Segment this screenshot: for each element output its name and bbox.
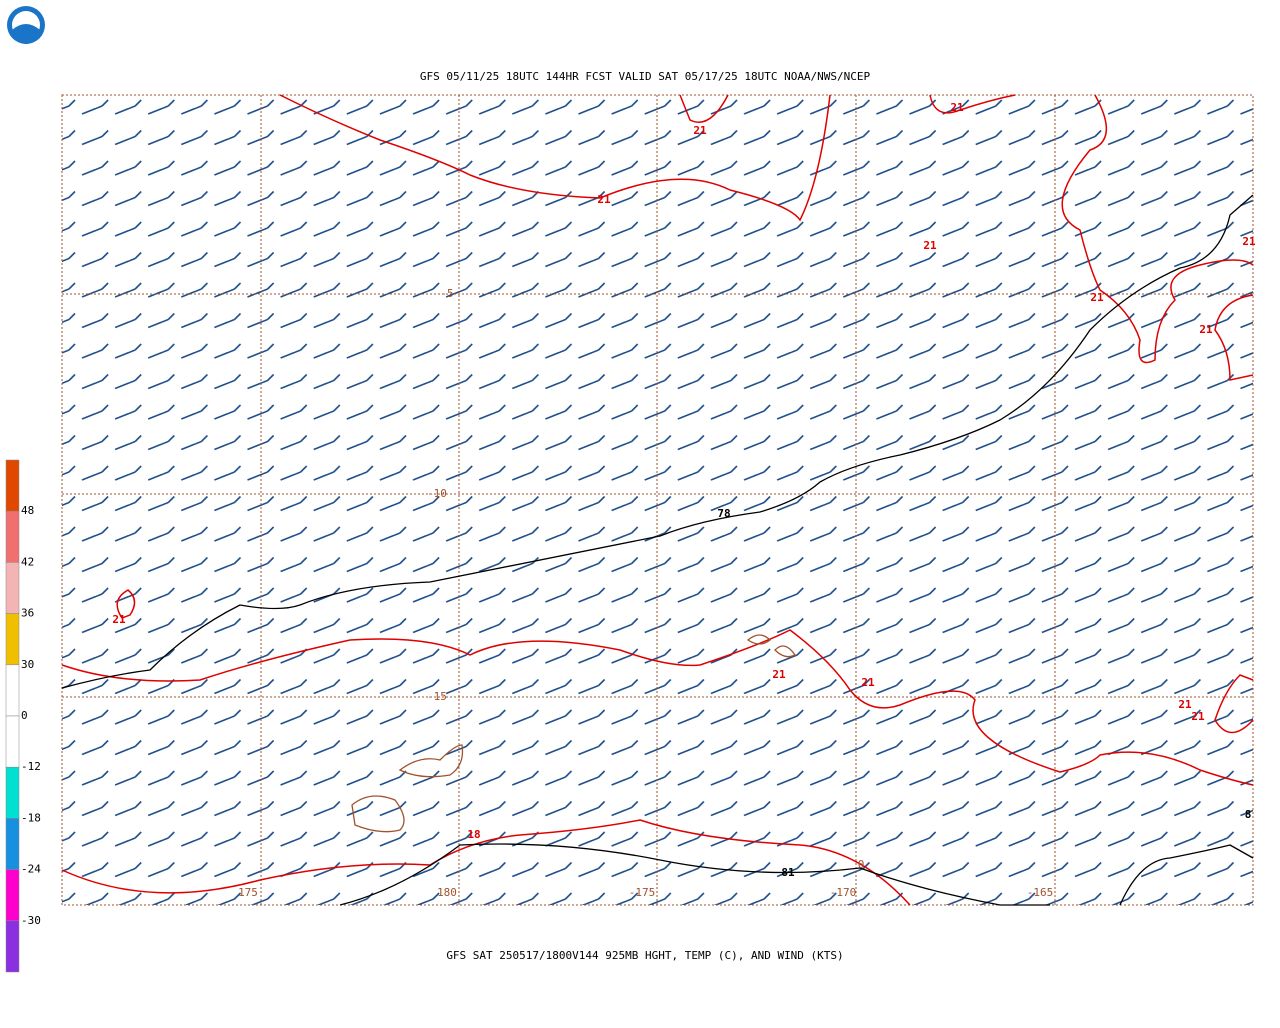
colorbar-label: -30 <box>21 914 41 927</box>
latitude-label: -10 <box>427 487 447 500</box>
contour-label: 21 <box>923 239 937 252</box>
colorbar-segment <box>5 510 20 563</box>
colorbar-segment <box>5 664 20 717</box>
longitude-label: -175 <box>629 886 656 899</box>
contour-label: 8 <box>1245 808 1252 821</box>
contour-label: 21 <box>1242 235 1256 248</box>
contour-label: 78 <box>717 507 730 520</box>
contour-label: 21 <box>950 101 964 114</box>
latitude-label: -15 <box>427 690 447 703</box>
longitude-label: 175 <box>238 886 258 899</box>
longitude-label: -165 <box>1027 886 1054 899</box>
height-contours <box>61 194 1254 906</box>
colorbar-segment <box>5 562 20 614</box>
labels: -5 -10 -15 175 180 -175 -170 -165 21 21 … <box>112 101 1256 899</box>
contour-label: 21 <box>1178 698 1192 711</box>
colorbar-label: -12 <box>21 760 41 773</box>
contour-label: 21 <box>693 124 707 137</box>
contour-label: 21 <box>772 668 786 681</box>
contour-label: 21 <box>597 193 611 206</box>
colorbar-label: 42 <box>21 555 34 568</box>
contour-label: 21 <box>1199 323 1213 336</box>
title: GFS 05/11/25 18UTC 144HR FCST VALID SAT … <box>420 70 871 83</box>
colorbar-label: -18 <box>21 811 41 824</box>
longitude-label: -170 <box>830 886 857 899</box>
colorbar-segment <box>5 818 20 870</box>
contour-label: 21 <box>1191 710 1205 723</box>
colorbar: 48 42 36 30 0 -12 -18 -24 -30 <box>5 459 41 973</box>
colorbar-segment <box>5 920 20 973</box>
colorbar-segment <box>5 869 20 922</box>
contour-label: 21 <box>861 676 875 689</box>
contour-label: 18 <box>467 828 480 841</box>
coastlines <box>351 634 796 833</box>
colorbar-segment <box>5 613 20 666</box>
colorbar-segment <box>5 766 20 819</box>
contour-label: 0 <box>858 858 865 871</box>
contour-label: 21 <box>112 613 126 626</box>
colorbar-segment <box>5 459 20 512</box>
contour-label: 81 <box>781 866 795 879</box>
longitude-label: 180 <box>437 886 457 899</box>
contour-label: 21 <box>1090 291 1104 304</box>
latitude-label: -5 <box>440 287 453 300</box>
colorbar-segment <box>5 715 20 768</box>
caption: GFS SAT 250517/1800V144 925MB HGHT, TEMP… <box>446 949 843 962</box>
colorbar-label: 36 <box>21 607 34 620</box>
colorbar-label: 0 <box>21 709 28 722</box>
noaa-logo <box>7 6 45 44</box>
colorbar-label: 30 <box>21 658 34 671</box>
colorbar-label: 48 <box>21 504 34 517</box>
grid <box>61 94 1254 906</box>
temperature-contours <box>61 94 1254 906</box>
colorbar-label: -24 <box>21 863 41 876</box>
